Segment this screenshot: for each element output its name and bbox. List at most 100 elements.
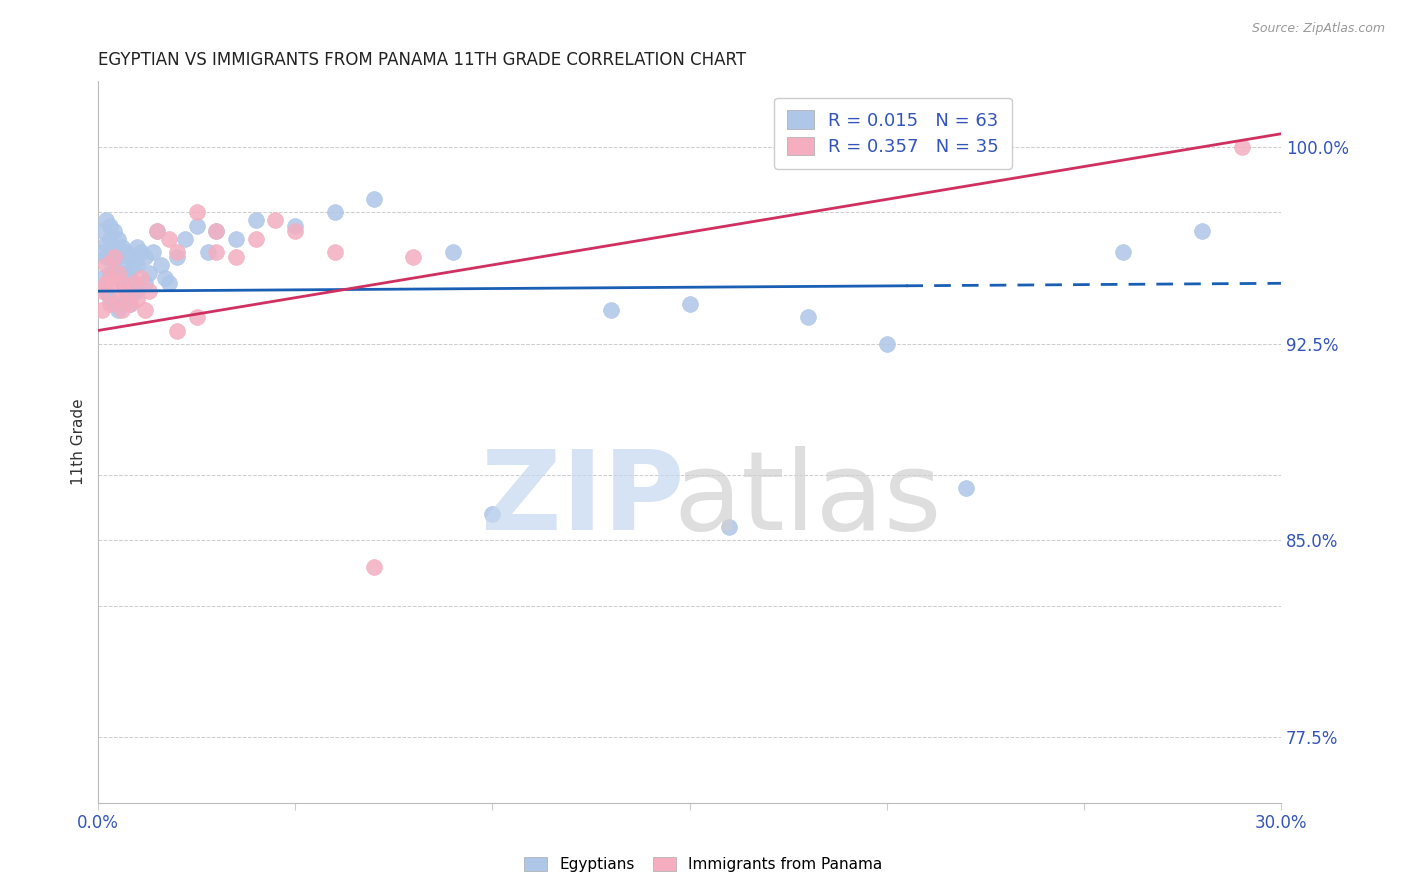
Legend: R = 0.015   N = 63, R = 0.357   N = 35: R = 0.015 N = 63, R = 0.357 N = 35	[775, 97, 1012, 169]
Point	[107, 266, 129, 280]
Point	[363, 193, 385, 207]
Point	[134, 277, 156, 291]
Point	[103, 250, 125, 264]
Point	[1191, 224, 1213, 238]
Point	[118, 271, 141, 285]
Point	[323, 244, 346, 259]
Point	[111, 239, 134, 253]
Point	[98, 266, 121, 280]
Point	[111, 277, 134, 291]
Point	[122, 284, 145, 298]
Point	[284, 224, 307, 238]
Point	[114, 244, 136, 259]
Point	[114, 292, 136, 306]
Point	[94, 277, 117, 291]
Point	[131, 271, 153, 285]
Point	[98, 297, 121, 311]
Point	[114, 284, 136, 298]
Point	[142, 244, 165, 259]
Point	[103, 277, 125, 291]
Text: Source: ZipAtlas.com: Source: ZipAtlas.com	[1251, 22, 1385, 36]
Point	[94, 284, 117, 298]
Point	[118, 250, 141, 264]
Point	[122, 258, 145, 272]
Point	[186, 219, 208, 233]
Point	[186, 310, 208, 325]
Point	[111, 258, 134, 272]
Point	[678, 297, 700, 311]
Point	[107, 302, 129, 317]
Point	[103, 297, 125, 311]
Point	[91, 224, 114, 238]
Point	[91, 284, 114, 298]
Point	[107, 250, 129, 264]
Point	[134, 250, 156, 264]
Point	[363, 559, 385, 574]
Point	[245, 232, 267, 246]
Point	[157, 232, 180, 246]
Point	[323, 205, 346, 219]
Point	[481, 507, 503, 521]
Point	[107, 292, 129, 306]
Point	[103, 224, 125, 238]
Point	[157, 277, 180, 291]
Point	[103, 266, 125, 280]
Point	[94, 258, 117, 272]
Point	[717, 520, 740, 534]
Point	[1230, 140, 1253, 154]
Point	[599, 302, 621, 317]
Point	[131, 244, 153, 259]
Point	[94, 213, 117, 227]
Point	[94, 250, 117, 264]
Point	[107, 232, 129, 246]
Point	[122, 277, 145, 291]
Point	[245, 213, 267, 227]
Point	[166, 244, 188, 259]
Point	[118, 297, 141, 311]
Point	[103, 244, 125, 259]
Point	[876, 336, 898, 351]
Text: EGYPTIAN VS IMMIGRANTS FROM PANAMA 11TH GRADE CORRELATION CHART: EGYPTIAN VS IMMIGRANTS FROM PANAMA 11TH …	[98, 51, 747, 69]
Point	[173, 232, 195, 246]
Point	[138, 266, 160, 280]
Point	[98, 232, 121, 246]
Point	[134, 302, 156, 317]
Point	[166, 324, 188, 338]
Point	[118, 297, 141, 311]
Point	[955, 481, 977, 495]
Point	[166, 250, 188, 264]
Point	[284, 219, 307, 233]
Point	[111, 277, 134, 291]
Point	[225, 232, 247, 246]
Point	[264, 213, 287, 227]
Point	[127, 258, 149, 272]
Point	[91, 271, 114, 285]
Point	[186, 205, 208, 219]
Point	[225, 250, 247, 264]
Point	[107, 271, 129, 285]
Text: ZIP: ZIP	[481, 446, 685, 553]
Point	[127, 292, 149, 306]
Point	[111, 302, 134, 317]
Point	[441, 244, 464, 259]
Point	[197, 244, 219, 259]
Point	[402, 250, 425, 264]
Point	[94, 236, 117, 251]
Point	[91, 302, 114, 317]
Y-axis label: 11th Grade: 11th Grade	[72, 399, 86, 485]
Point	[146, 224, 169, 238]
Point	[797, 310, 820, 325]
Point	[205, 224, 228, 238]
Point	[98, 271, 121, 285]
Point	[98, 292, 121, 306]
Point	[205, 224, 228, 238]
Point	[153, 271, 176, 285]
Point	[98, 219, 121, 233]
Point	[150, 258, 173, 272]
Point	[127, 239, 149, 253]
Text: atlas: atlas	[673, 446, 942, 553]
Point	[98, 250, 121, 264]
Point	[146, 224, 169, 238]
Point	[91, 244, 114, 259]
Legend: Egyptians, Immigrants from Panama: Egyptians, Immigrants from Panama	[516, 849, 890, 880]
